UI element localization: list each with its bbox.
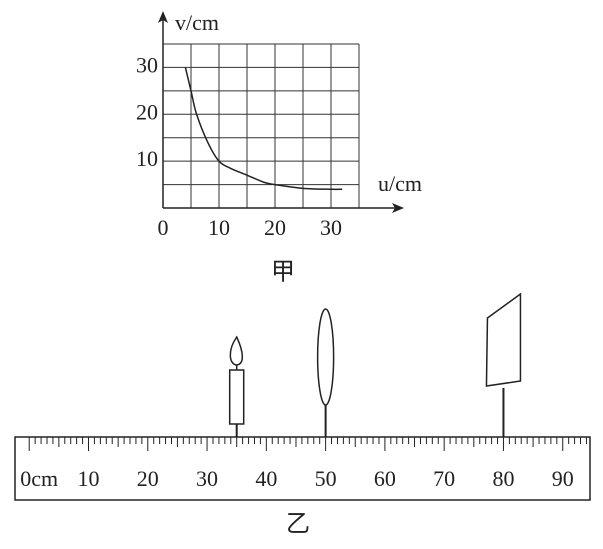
ruler-label: 0cm [20,466,58,491]
x-tick-label: 30 [320,215,342,240]
screen [485,292,522,387]
x-axis-label: u/cm [378,171,422,196]
curve [184,67,343,191]
ruler-label: 30 [196,466,218,491]
ruler-label: 10 [78,466,100,491]
ruler-label: 50 [315,466,337,491]
arrow [392,203,404,213]
y-axis-label: v/cm [175,10,219,35]
y-tick-label: 30 [136,52,158,77]
lens [316,308,335,406]
x-tick-label: 10 [208,215,230,240]
ruler-label: 20 [137,466,159,491]
x-tick-label: 20 [264,215,286,240]
y-tick-label: 10 [136,146,158,171]
ruler [14,436,591,501]
flame [229,335,244,366]
y-tick-label: 20 [136,99,158,124]
caption: 乙 [286,512,310,538]
ruler-label: 70 [433,466,455,491]
candle [228,369,245,425]
ruler-label: 40 [255,466,277,491]
ruler-label: 90 [552,466,574,491]
x-tick-label: 0 [158,215,169,240]
ruler-label: 60 [374,466,396,491]
ruler-label: 80 [492,466,514,491]
caption: 甲 [271,260,295,286]
arrow [158,11,168,23]
